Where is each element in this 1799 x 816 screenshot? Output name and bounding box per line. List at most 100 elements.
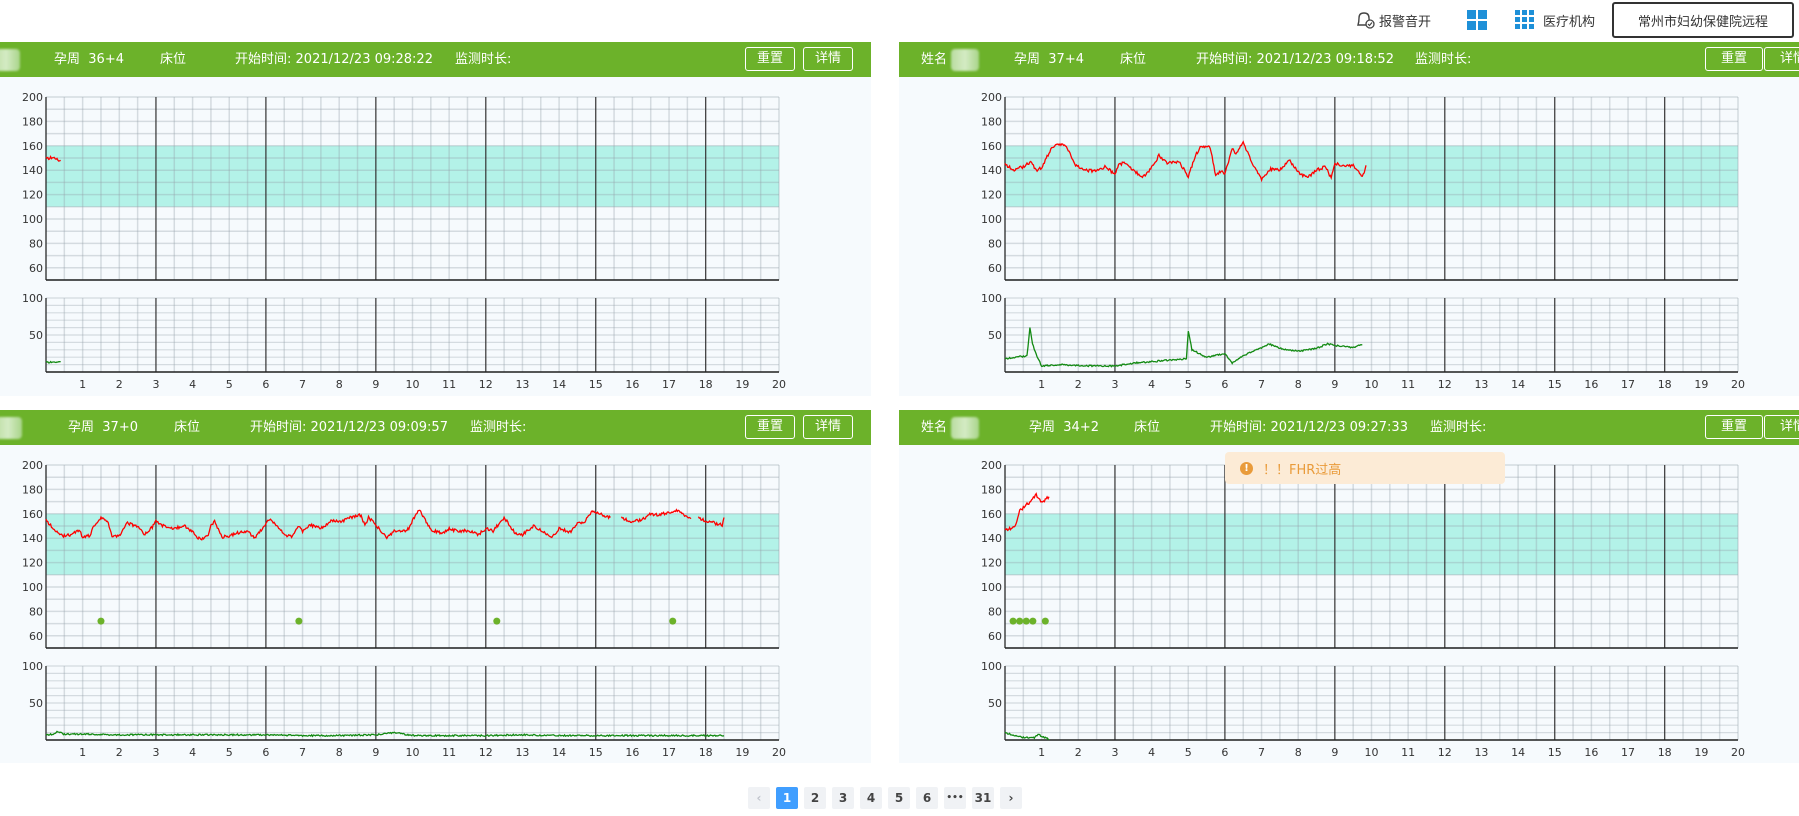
fhr-y-tick-label: 200 — [981, 91, 1002, 104]
x-tick-label: 13 — [515, 746, 529, 759]
duration-label: 监测时长: — [1415, 52, 1472, 67]
layout-toggle-button[interactable] — [1467, 0, 1487, 40]
top-bar: 报警音开 医疗机构 常州市妇幼保健院远程 — [0, 0, 1799, 42]
x-tick-label: 8 — [1295, 746, 1302, 759]
toco-trace — [45, 360, 61, 364]
fetal-movement-marker — [1041, 617, 1049, 625]
bed-label: 床位 — [160, 52, 187, 67]
start-time-value: 2021/12/23 09:18:52 — [1256, 52, 1394, 67]
fhr-y-tick-label: 120 — [22, 557, 43, 570]
reset-button[interactable]: 重置 — [745, 47, 795, 71]
fetal-movement-marker — [295, 617, 303, 625]
start-label: 开始时间: — [235, 52, 292, 67]
x-tick-label: 19 — [735, 746, 749, 759]
alarm-sound-toggle[interactable]: 报警音开 — [1354, 0, 1431, 40]
prev-page-button[interactable]: ‹ — [748, 787, 770, 809]
monitor-panel: 姓名 孕周 34+2 床位 开始时间: 2021/12/23 09:27:33 … — [899, 410, 1799, 763]
fhr-y-tick-label: 80 — [29, 237, 43, 250]
page-1[interactable]: 1 — [776, 787, 798, 809]
start-label: 开始时间: — [1210, 420, 1267, 435]
detail-button[interactable]: 详情 — [803, 47, 853, 71]
x-tick-label: 9 — [372, 378, 379, 391]
x-tick-label: 7 — [1258, 746, 1265, 759]
alert-text: ！！FHR过高 — [1263, 462, 1342, 478]
duration-label: 监测时长: — [470, 420, 527, 435]
institution-menu[interactable]: 医疗机构 — [1515, 0, 1595, 40]
weeks-label: 孕周 — [54, 52, 81, 67]
x-tick-label: 14 — [1511, 746, 1525, 759]
x-tick-label: 5 — [1185, 378, 1192, 391]
reset-button[interactable]: 重置 — [1705, 415, 1763, 439]
detail-button[interactable]: 详情 — [1764, 47, 1799, 71]
page-5[interactable]: 5 — [888, 787, 910, 809]
start-time: 开始时间: 2021/12/23 09:28:22 — [235, 42, 433, 77]
weeks-label: 孕周 — [1029, 420, 1056, 435]
x-tick-label: 17 — [662, 746, 676, 759]
gestational-weeks: 孕周 37+4 — [1014, 42, 1084, 77]
toco-y-tick-label: 50 — [29, 697, 43, 710]
detail-button[interactable]: 详情 — [803, 415, 853, 439]
x-tick-label: 11 — [442, 746, 456, 759]
fhr-y-tick-label: 180 — [981, 115, 1002, 128]
fhr-y-tick-label: 140 — [981, 164, 1002, 177]
fhr-y-tick-label: 160 — [981, 140, 1002, 153]
fhr-trace — [1004, 492, 1050, 532]
weeks-value: 34+2 — [1063, 420, 1099, 435]
weeks-value: 36+4 — [88, 52, 124, 67]
start-time-value: 2021/12/23 09:27:33 — [1270, 420, 1408, 435]
x-tick-label: 5 — [226, 378, 233, 391]
fhr-trace — [697, 516, 725, 528]
x-tick-label: 12 — [1438, 746, 1452, 759]
x-tick-label: 13 — [1474, 378, 1488, 391]
x-tick-label: 1 — [1038, 746, 1045, 759]
apps-grid-icon — [1515, 10, 1534, 29]
fetal-movement-marker — [669, 617, 677, 625]
fhr-high-alert: ! ！！FHR过高 — [1225, 452, 1505, 484]
institution-selector[interactable]: 常州市妇幼保健院远程 — [1612, 2, 1794, 38]
monitor-panel: 孕周 36+4 床位 开始时间: 2021/12/23 09:28:22 监测时… — [0, 42, 871, 396]
x-tick-label: 13 — [515, 378, 529, 391]
x-tick-label: 15 — [589, 378, 603, 391]
toco-y-tick-label: 100 — [22, 292, 43, 305]
x-tick-label: 10 — [1365, 746, 1379, 759]
weeks-value: 37+4 — [1048, 52, 1084, 67]
x-tick-label: 20 — [1731, 378, 1745, 391]
fhr-trace — [620, 508, 692, 524]
x-tick-label: 4 — [189, 378, 196, 391]
reset-button[interactable]: 重置 — [1705, 47, 1763, 71]
x-tick-label: 19 — [1694, 378, 1708, 391]
start-time-value: 2021/12/23 09:28:22 — [295, 52, 433, 67]
x-tick-label: 16 — [625, 746, 639, 759]
page-ellipsis[interactable]: ••• — [944, 787, 966, 809]
page-3[interactable]: 3 — [832, 787, 854, 809]
fhr-y-tick-label: 100 — [981, 213, 1002, 226]
x-tick-label: 4 — [1148, 378, 1155, 391]
x-tick-label: 12 — [479, 378, 493, 391]
x-tick-label: 20 — [772, 746, 786, 759]
reset-button[interactable]: 重置 — [745, 415, 795, 439]
fetal-movement-marker — [97, 617, 105, 625]
x-tick-label: 10 — [406, 378, 420, 391]
name-label: 姓名 — [921, 420, 948, 435]
x-tick-label: 10 — [406, 746, 420, 759]
patient-name-blurred — [0, 42, 20, 77]
x-tick-label: 4 — [1148, 746, 1155, 759]
start-time: 开始时间: 2021/12/23 09:09:57 — [250, 410, 448, 445]
page-31[interactable]: 31 — [972, 787, 994, 809]
page-6[interactable]: 6 — [916, 787, 938, 809]
toco-trace — [45, 730, 725, 738]
x-tick-label: 20 — [772, 378, 786, 391]
weeks-value: 37+0 — [102, 420, 138, 435]
toco-y-tick-label: 50 — [29, 329, 43, 342]
page-4[interactable]: 4 — [860, 787, 882, 809]
fhr-y-tick-label: 200 — [981, 459, 1002, 472]
page-2[interactable]: 2 — [804, 787, 826, 809]
x-tick-label: 14 — [552, 746, 566, 759]
next-page-button[interactable]: › — [1000, 787, 1022, 809]
name-label: 姓名 — [921, 52, 948, 67]
detail-button[interactable]: 详情 — [1764, 415, 1799, 439]
toco-trace — [1004, 731, 1050, 741]
toco-trace — [1004, 327, 1363, 368]
